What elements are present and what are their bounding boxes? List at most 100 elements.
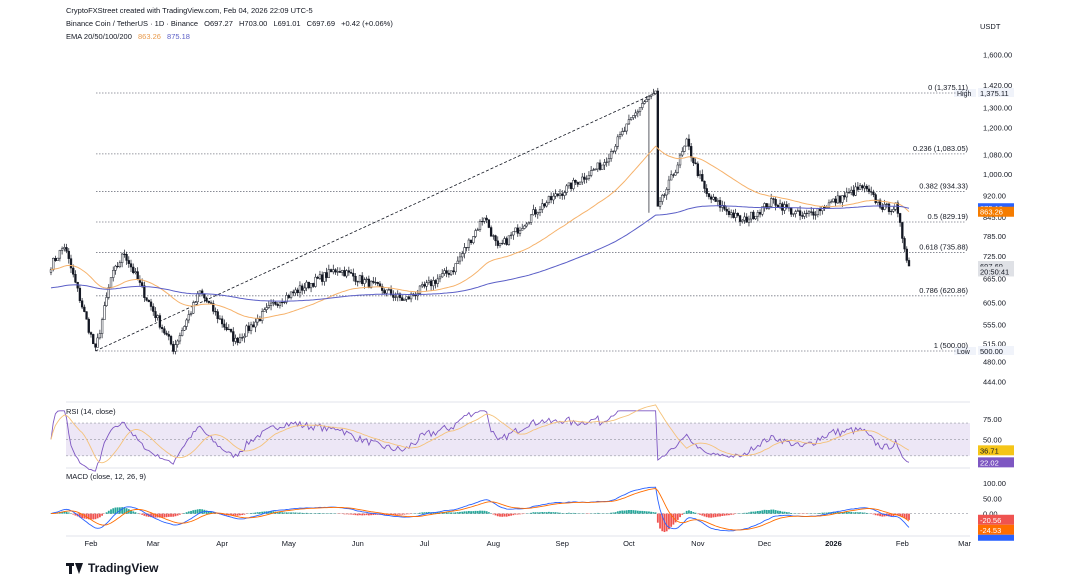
macd-signal-value-box <box>978 524 1014 535</box>
candle-body <box>238 337 242 343</box>
macd-histogram-bar <box>443 511 446 514</box>
ema-legend[interactable]: EMA 20/50/100/200 863.26 875.18 <box>66 32 194 41</box>
candle-body <box>694 162 697 164</box>
macd-histogram-bar <box>281 512 284 514</box>
macd-histogram-bar <box>534 512 537 514</box>
candle-body <box>725 208 728 212</box>
candle-body <box>827 202 831 208</box>
macd-histogram-bar <box>87 513 90 520</box>
macd-histogram-bar <box>83 513 86 519</box>
price-axis-tick: 1,000.00 <box>983 170 1012 179</box>
candle-body <box>501 242 504 245</box>
candle-body <box>463 247 466 254</box>
rsi-ma-value: 36.71 <box>980 446 999 455</box>
time-axis-label: Aug <box>487 539 500 548</box>
candle-body <box>565 185 568 193</box>
macd-histogram-bar <box>845 511 848 514</box>
rsi-axis-tick: 75.00 <box>983 415 1002 424</box>
candle-body <box>874 194 877 203</box>
macd-histogram-bar <box>359 513 361 516</box>
candle-body <box>185 319 188 327</box>
candle-body <box>614 146 617 152</box>
macd-histogram-bar <box>699 513 701 515</box>
candle-body <box>843 195 846 198</box>
macd-histogram-bar <box>134 512 137 514</box>
candle-body <box>732 212 735 218</box>
macd-histogram-bar <box>648 511 650 514</box>
macd-histogram-bar <box>396 513 399 515</box>
macd-histogram-bar <box>354 513 357 516</box>
macd-histogram-bar <box>719 513 721 517</box>
candle-body <box>72 267 75 275</box>
macd-histogram-bar <box>174 513 177 517</box>
macd-histogram-bar <box>879 513 882 517</box>
candle-body <box>512 231 515 236</box>
macd-histogram-bar <box>716 513 719 517</box>
candle-body <box>730 212 733 215</box>
macd-histogram-bar <box>132 511 135 514</box>
macd-histogram-bar <box>170 513 172 517</box>
candle-body <box>621 131 624 135</box>
macd-histogram-bar <box>628 509 630 514</box>
ema-200-line <box>50 205 910 302</box>
candle-body <box>194 301 197 303</box>
macd-histogram-bar <box>185 512 188 514</box>
macd-histogram-bar <box>532 512 535 514</box>
candle-body <box>447 273 451 275</box>
candle-body <box>472 236 475 243</box>
candle-body <box>192 302 195 314</box>
candle-body <box>905 248 908 261</box>
candle-body <box>594 168 597 171</box>
candle-body <box>69 258 73 269</box>
macd-histogram-bar <box>723 513 726 516</box>
candle-body <box>261 311 264 321</box>
candle-body <box>436 278 439 284</box>
candle-body <box>805 212 808 215</box>
rsi-ma-value-box <box>978 445 1014 456</box>
candle-body <box>776 205 780 208</box>
candle-body <box>678 154 682 166</box>
candle-body <box>887 203 891 212</box>
candle-body <box>247 325 250 331</box>
macd-histogram-bar <box>854 512 857 514</box>
candle-body <box>281 301 284 304</box>
macd-histogram-bar <box>450 512 452 514</box>
macd-histogram-bar <box>694 512 697 514</box>
candle-body <box>158 315 162 328</box>
candle-body <box>578 181 582 185</box>
candle-body <box>134 271 137 274</box>
macd-histogram-bar <box>748 512 750 514</box>
macd-histogram-bar <box>63 511 66 514</box>
candle-body <box>394 296 397 298</box>
macd-histogram-bar <box>234 513 237 516</box>
candle-body <box>60 248 64 251</box>
macd-histogram-bar <box>505 513 508 517</box>
candle-body <box>765 203 768 209</box>
macd-value-box <box>978 534 1014 541</box>
candle-body <box>307 281 310 289</box>
candle-body <box>49 269 53 273</box>
macd-histogram-bar <box>116 507 119 514</box>
macd-histogram-bar <box>283 512 286 514</box>
candle-body <box>645 99 648 102</box>
candle-body <box>736 213 739 216</box>
macd-histogram-bar <box>454 512 457 514</box>
macd-histogram-bar <box>876 513 879 516</box>
candle-body <box>558 193 562 196</box>
macd-histogram-bar <box>896 513 899 516</box>
macd-histogram-bar <box>781 511 784 514</box>
candle-body <box>98 333 102 339</box>
candle-body <box>881 206 884 210</box>
candle-body <box>741 219 744 222</box>
candle-body <box>78 287 82 302</box>
macd-histogram-bar <box>252 512 255 514</box>
macd-histogram-bar <box>692 512 695 514</box>
candle-body <box>316 276 319 279</box>
macd-histogram-bar <box>456 512 459 514</box>
ema-50-line <box>50 145 910 319</box>
macd-histogram-bar <box>732 513 735 515</box>
candle-body <box>252 324 255 328</box>
price-axis-tick: 605.00 <box>983 298 1006 307</box>
macd-histogram-bar <box>610 512 613 514</box>
